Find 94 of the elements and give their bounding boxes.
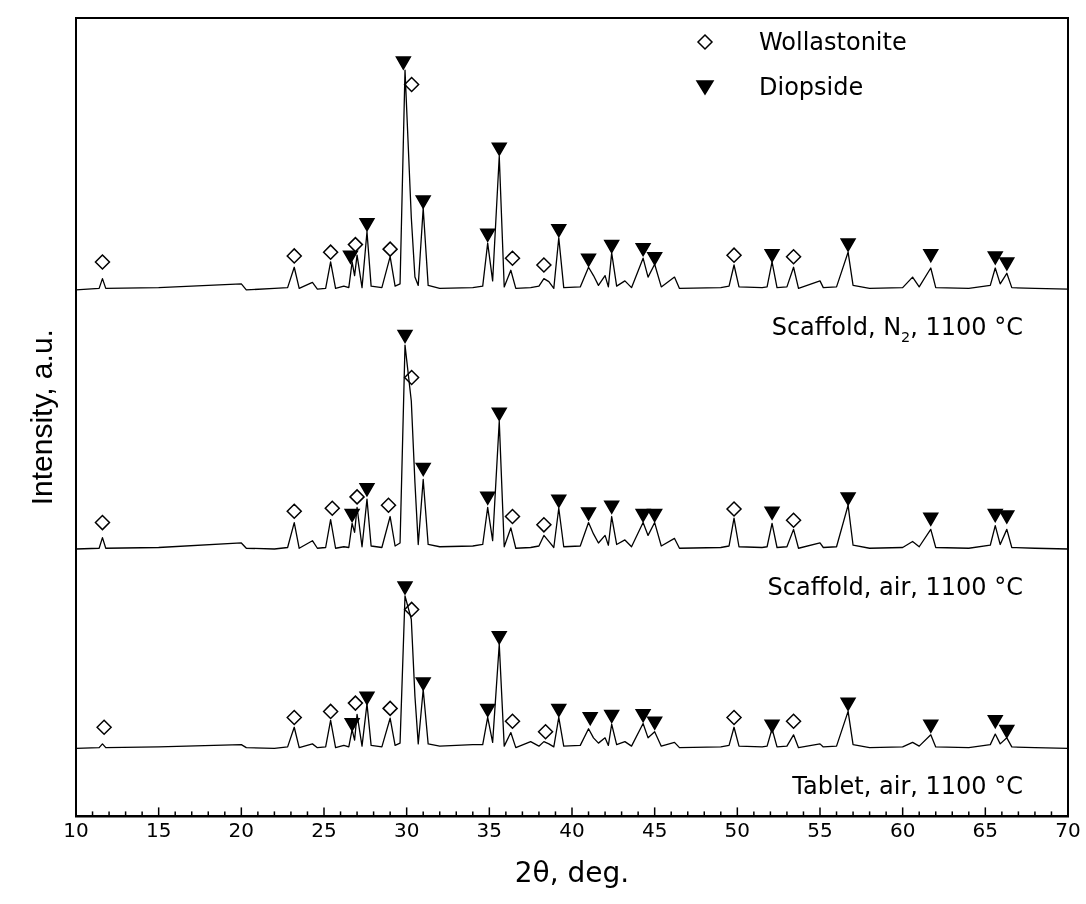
- point: [764, 719, 780, 733]
- point: [504, 508, 521, 525]
- point: [551, 494, 567, 508]
- point: [840, 492, 856, 506]
- point: [635, 508, 651, 523]
- x-tick-label: 55: [807, 817, 833, 842]
- point: [491, 142, 507, 156]
- point: [785, 512, 802, 529]
- point: [359, 691, 375, 706]
- legend-label: Diopside: [759, 73, 864, 101]
- point: [604, 709, 620, 724]
- point: [382, 241, 398, 257]
- point: [322, 703, 339, 720]
- point: [582, 711, 598, 726]
- x-tick-label: 15: [145, 817, 172, 842]
- point: [999, 510, 1015, 524]
- point: [359, 483, 375, 497]
- point: [286, 248, 302, 264]
- point: [286, 503, 302, 519]
- point: [764, 506, 780, 520]
- point: [635, 708, 651, 723]
- point: [785, 248, 802, 265]
- point: [382, 700, 398, 717]
- point: [604, 239, 620, 254]
- point: [94, 514, 111, 531]
- x-tick-label: 25: [311, 817, 337, 842]
- x-tick-label: 30: [393, 817, 420, 842]
- y-axis-title: Intensity, a.u.: [25, 329, 59, 506]
- point: [646, 716, 663, 730]
- point: [987, 251, 1003, 265]
- x-tick-label: 40: [559, 817, 585, 842]
- x-tick-label: 20: [228, 817, 255, 842]
- x-tick-label: 70: [1055, 817, 1081, 842]
- series-label: Scaffold, air, 1100 °C: [767, 573, 1023, 602]
- point: [94, 254, 111, 270]
- point: [726, 709, 742, 726]
- point: [480, 228, 496, 243]
- point: [840, 238, 856, 252]
- point: [344, 508, 360, 523]
- point: [646, 251, 663, 266]
- point: [480, 491, 496, 505]
- point: [491, 631, 507, 645]
- point: [415, 195, 431, 209]
- point: [580, 507, 597, 521]
- point: [322, 244, 339, 260]
- series-label: Tablet, air, 1100 °C: [791, 772, 1024, 801]
- point: [551, 223, 567, 238]
- point: [536, 257, 552, 273]
- point: [785, 713, 802, 729]
- point: [987, 714, 1003, 729]
- point: [349, 489, 365, 505]
- point: [480, 703, 496, 718]
- point: [395, 56, 412, 70]
- point: [415, 462, 431, 477]
- point: [840, 697, 856, 712]
- point: [286, 709, 302, 726]
- x-tick-label: 65: [972, 817, 999, 842]
- point: [923, 719, 939, 733]
- point: [580, 253, 597, 267]
- x-tick-label: 60: [889, 817, 916, 842]
- point: [324, 500, 341, 516]
- point: [987, 508, 1003, 523]
- point: [764, 248, 780, 263]
- point: [999, 257, 1015, 271]
- point: [342, 250, 359, 264]
- point: [359, 217, 375, 232]
- point: [380, 497, 397, 513]
- point: [923, 248, 939, 263]
- point: [646, 508, 663, 523]
- point: [504, 250, 521, 266]
- point: [403, 76, 420, 93]
- point: [491, 407, 507, 422]
- point: [415, 677, 431, 691]
- point: [397, 581, 413, 595]
- point: [726, 247, 742, 263]
- x-tick-label: 10: [63, 817, 89, 842]
- point: [923, 512, 939, 527]
- point: [604, 500, 620, 514]
- point: [999, 724, 1015, 739]
- x-tick-label: 50: [724, 817, 751, 842]
- point: [536, 517, 552, 533]
- x-axis-title: 2θ, deg.: [514, 856, 630, 890]
- x-tick-label: 35: [476, 817, 503, 842]
- point: [504, 713, 521, 729]
- x-tick-label: 45: [641, 817, 668, 842]
- point: [551, 703, 567, 718]
- legend-label: Wollastonite: [759, 28, 907, 56]
- point: [397, 329, 413, 344]
- point: [537, 724, 554, 740]
- point: [726, 501, 742, 517]
- point: [96, 719, 112, 736]
- point: [347, 236, 364, 253]
- point: [347, 695, 364, 711]
- point: [635, 242, 651, 257]
